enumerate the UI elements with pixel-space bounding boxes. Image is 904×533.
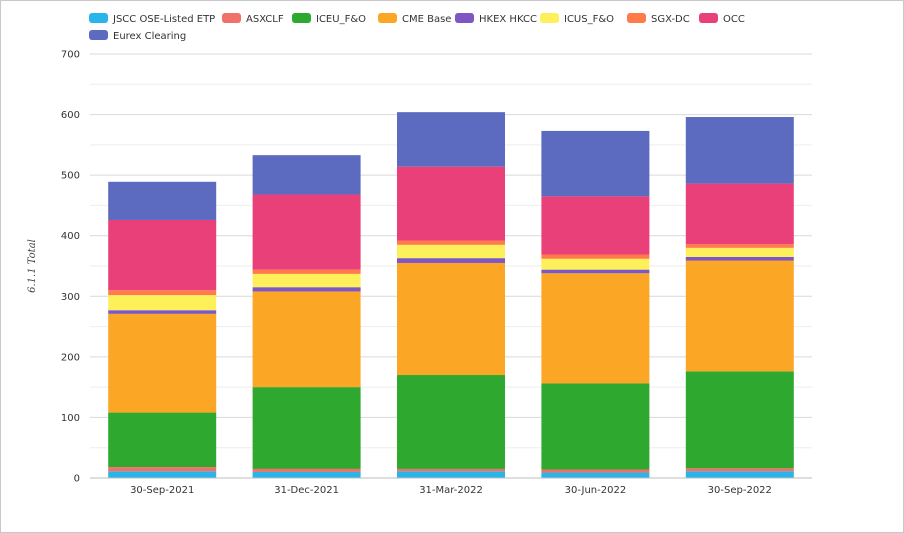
bar-segment[interactable] — [397, 240, 505, 245]
bar-segment[interactable] — [252, 273, 361, 288]
legend-label: ASXCLF — [246, 14, 284, 25]
bar-segment[interactable] — [252, 468, 361, 472]
legend-item[interactable]: HKEX HKCC — [455, 13, 537, 27]
bar-segment[interactable] — [541, 130, 650, 197]
legend-swatch — [540, 13, 559, 23]
legend-swatch — [378, 13, 397, 23]
y-axis-ticks: 0 100 200 300 400 500 600 700 — [61, 50, 80, 485]
legend-label: SGX-DC — [651, 14, 690, 25]
bar-segment[interactable] — [108, 412, 217, 468]
legend-swatch — [455, 13, 474, 23]
bar-segment[interactable] — [541, 269, 650, 274]
x-tick-label: 30-Jun-2022 — [565, 485, 627, 496]
bar-segment[interactable] — [397, 258, 505, 263]
bar-segment[interactable] — [685, 471, 794, 478]
bar-segment[interactable] — [541, 254, 650, 259]
bar-segment[interactable] — [685, 256, 794, 261]
legend-label: JSCC OSE-Listed ETP — [113, 14, 216, 25]
bars — [108, 112, 794, 478]
bar-segment[interactable] — [541, 196, 650, 255]
bar-segment[interactable] — [252, 387, 361, 469]
legend-swatch — [89, 30, 108, 40]
legend-item[interactable]: JSCC OSE-Listed ETP — [89, 13, 215, 27]
bar-segment[interactable] — [685, 247, 794, 257]
bar-segment[interactable] — [397, 375, 505, 469]
y-tick-label: 500 — [61, 171, 80, 182]
bar-segment[interactable] — [108, 219, 217, 291]
bar-segment[interactable] — [397, 468, 505, 472]
y-tick-label: 300 — [61, 292, 80, 303]
bar-segment[interactable] — [252, 194, 361, 270]
legend-label: OCC — [723, 14, 745, 25]
bar-segment[interactable] — [252, 291, 361, 388]
legend-item[interactable]: OCC — [699, 13, 745, 27]
legend-label: CME Base — [402, 14, 452, 25]
bar-segment[interactable] — [108, 310, 217, 314]
bar-segment[interactable] — [685, 468, 794, 472]
bar-segment[interactable] — [108, 290, 217, 296]
x-tick-label: 31-Mar-2022 — [419, 485, 483, 496]
bar-segment[interactable] — [685, 183, 794, 245]
bar-segment[interactable] — [685, 371, 794, 469]
legend-item[interactable]: ICUS_F&O — [540, 13, 614, 27]
legend-label: Eurex Clearing — [113, 31, 187, 42]
bar-segment[interactable] — [685, 260, 794, 372]
bar-segment[interactable] — [252, 269, 361, 274]
bar-segment[interactable] — [541, 273, 650, 384]
bar-segment[interactable] — [397, 471, 505, 478]
legend-swatch — [89, 13, 108, 23]
bar-segment[interactable] — [541, 258, 650, 270]
y-tick-label: 400 — [61, 231, 80, 242]
legend-item[interactable]: CME Base — [378, 13, 451, 27]
bar-segment[interactable] — [397, 244, 505, 259]
legend-item[interactable]: SGX-DC — [627, 13, 690, 27]
bar-segment[interactable] — [108, 313, 217, 413]
legend-swatch — [292, 13, 311, 23]
y-tick-label: 0 — [74, 474, 80, 485]
legend-item[interactable]: ASXCLF — [222, 13, 284, 27]
legend-label: ICEU_F&O — [316, 14, 366, 25]
bar-segment[interactable] — [541, 472, 650, 478]
y-tick-label: 600 — [61, 110, 80, 121]
legend-label: ICUS_F&O — [564, 14, 615, 25]
bar-segment[interactable] — [541, 383, 650, 470]
legend-swatch — [222, 13, 241, 23]
y-axis-label: 6.1.1 Total — [27, 239, 38, 293]
bar-segment[interactable] — [252, 287, 361, 292]
x-tick-label: 30-Sep-2021 — [130, 485, 194, 496]
bar-segment[interactable] — [397, 262, 505, 376]
legend-item[interactable]: Eurex Clearing — [89, 30, 186, 44]
bar-segment[interactable] — [397, 166, 505, 241]
bar-segment[interactable] — [541, 469, 650, 473]
y-tick-label: 100 — [61, 413, 80, 424]
y-tick-label: 700 — [61, 50, 80, 61]
legend-swatch — [627, 13, 646, 23]
bar-segment[interactable] — [685, 116, 794, 184]
bar-segment[interactable] — [397, 112, 505, 167]
x-axis-ticks: 30-Sep-2021 31-Dec-2021 31-Mar-2022 30-Jun-… — [90, 477, 812, 496]
y-tick-label: 200 — [61, 352, 80, 363]
legend-label: HKEX HKCC — [479, 14, 537, 25]
x-tick-label: 30-Sep-2022 — [708, 485, 772, 496]
bar-segment[interactable] — [108, 467, 217, 472]
bar-segment[interactable] — [252, 471, 361, 478]
bar-segment[interactable] — [685, 244, 794, 248]
bar-segment[interactable] — [108, 295, 217, 311]
x-tick-label: 31-Dec-2021 — [274, 485, 339, 496]
legend-swatch — [699, 13, 718, 23]
bar-segment[interactable] — [252, 155, 361, 195]
bar-segment[interactable] — [108, 181, 217, 220]
legend-item[interactable]: ICEU_F&O — [292, 13, 366, 27]
bar-segment[interactable] — [108, 471, 217, 478]
